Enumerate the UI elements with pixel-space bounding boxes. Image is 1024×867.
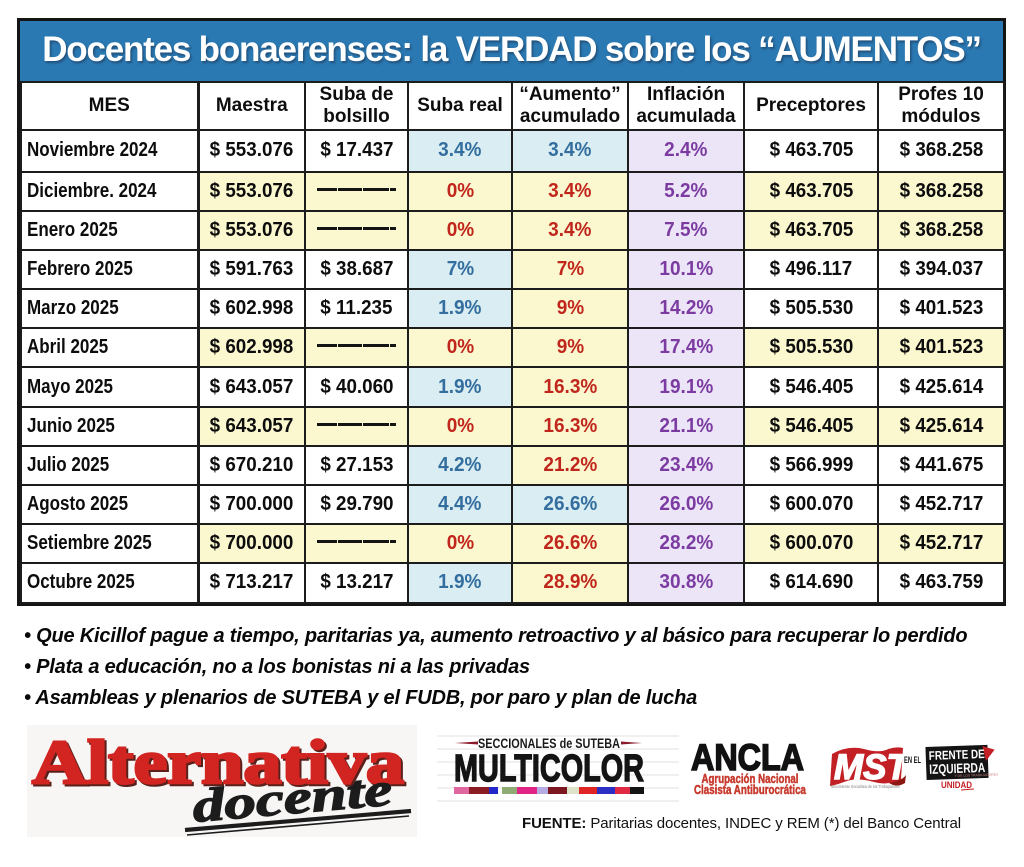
svg-text:Clasista Antiburocrática: Clasista Antiburocrática: [694, 783, 807, 797]
svg-text:FRENTE DE: FRENTE DE: [929, 747, 985, 763]
svg-text:Y DE LOS TRABAJADORES: Y DE LOS TRABAJADORES: [954, 773, 998, 779]
svg-text:MST: MST: [834, 748, 911, 787]
svg-text:Alternativa: Alternativa: [32, 729, 404, 797]
svg-text:UNIDAD: UNIDAD: [941, 780, 972, 790]
svg-text:Movimiento Socialista de los T: Movimiento Socialista de los Trabajadore…: [831, 784, 901, 789]
svg-text:SECCIONALES de SUTEBA: SECCIONALES de SUTEBA: [478, 735, 620, 751]
svg-text:Agrupación Nacional: Agrupación Nacional: [702, 772, 799, 786]
svg-text:ANCLA: ANCLA: [691, 741, 804, 778]
svg-text:IZQUIERDA: IZQUIERDA: [929, 760, 986, 777]
svg-text:EN EL: EN EL: [904, 755, 921, 765]
svg-text:MULTICOLOR: MULTICOLOR: [454, 748, 644, 790]
svg-text:Alternativa: Alternativa: [34, 731, 406, 799]
